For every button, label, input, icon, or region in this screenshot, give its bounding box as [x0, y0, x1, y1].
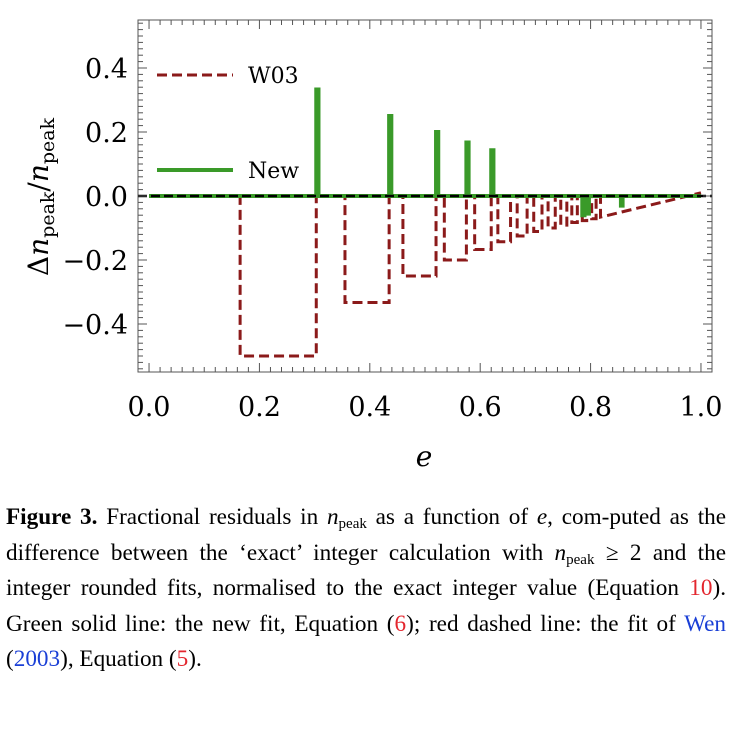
- x-tick-label: 0.2: [238, 392, 281, 423]
- caption-ref-eq5[interactable]: 5: [176, 646, 189, 672]
- series-w03: [149, 191, 702, 358]
- series-layer: [138, 87, 712, 358]
- caption-text-5: ). Green solid line: the new fit, Equati…: [6, 575, 727, 637]
- ticks-layer: 0.0 0.2 0.4 0.6 0.8 1.0 0.4 0.2 0.0 −0.2 −0.4: [62, 20, 722, 423]
- x-axis-label: e: [416, 440, 433, 473]
- caption-symbol-n: n: [326, 504, 339, 530]
- caption-text-8: ), Equation (: [60, 646, 177, 672]
- x-tick-label: 0.8: [569, 392, 612, 423]
- x-tick-label: 0.4: [348, 392, 391, 423]
- y-tick-label: 0.4: [85, 54, 128, 85]
- legend: W03 New: [157, 64, 299, 184]
- caption-text-1: Fractional residuals in: [106, 504, 319, 530]
- y-tick-label: 0.2: [85, 118, 128, 149]
- caption-label: Figure 3.: [6, 504, 98, 530]
- caption-text-7: (: [6, 646, 14, 672]
- caption-subscript-peak-2: peak: [566, 551, 595, 568]
- legend-label-new: New: [248, 159, 299, 184]
- x-tick-label: 1.0: [679, 392, 722, 423]
- caption-ref-eq10[interactable]: 10: [689, 575, 713, 601]
- y-axis-label-part: n: [22, 238, 55, 256]
- y-tick-label: −0.2: [62, 246, 128, 277]
- x-tick-label: 0.6: [459, 392, 502, 423]
- caption-symbol-n-2: n: [554, 539, 567, 566]
- y-axis-label-part: /: [22, 182, 55, 192]
- y-axis-label-part: peak: [37, 117, 59, 164]
- x-tick-label: 0.0: [128, 392, 171, 423]
- caption-ref-eq6[interactable]: 6: [394, 610, 407, 637]
- caption-text-3: , com-puted as the difference between th…: [6, 504, 727, 566]
- y-axis-label-part: Δ: [22, 256, 55, 276]
- y-axis-label: Δnpeak/npeak: [22, 117, 59, 276]
- caption-subscript-peak: peak: [338, 516, 367, 532]
- y-axis-label-part: peak: [37, 191, 59, 238]
- y-axis-label-part: n: [22, 164, 55, 182]
- caption-symbol-e: e: [536, 504, 548, 530]
- caption-text-9: ).: [188, 646, 202, 672]
- residuals-chart: 0.0 0.2 0.4 0.6 0.8 1.0 0.4 0.2 0.0 −0.2 −0.4 W03 N…: [22, 19, 722, 473]
- caption-text-6: ); red dashed line: the fit of: [406, 610, 676, 637]
- caption-text-2: as a function of: [375, 504, 529, 530]
- caption-text-4: ≥ 2 and the integer rounded fits, normal…: [6, 539, 727, 602]
- y-tick-label: 0.0: [85, 182, 128, 213]
- legend-label-w03: W03: [248, 64, 299, 89]
- caption-ref-wen[interactable]: Wen: [684, 610, 726, 637]
- figure-caption: Figure 3. Fractional residuals in npeak …: [6, 500, 726, 678]
- y-tick-label: −0.4: [62, 310, 128, 341]
- caption-ref-year[interactable]: 2003: [13, 646, 61, 672]
